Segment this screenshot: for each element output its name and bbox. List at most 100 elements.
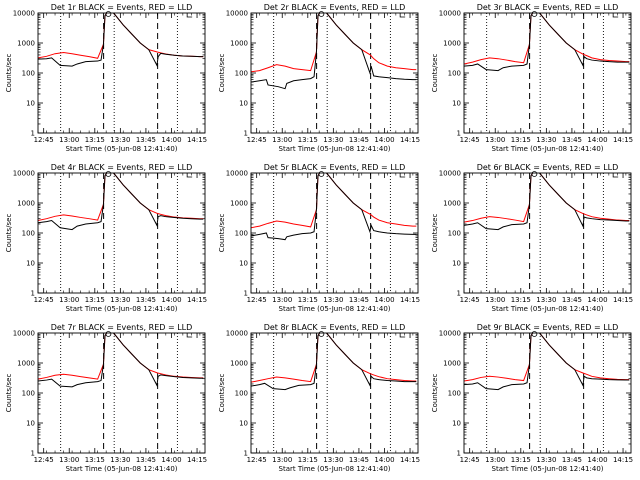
y-axis-ticks: 1 10 100 1000 10000 — [226, 10, 418, 138]
y-tick-label: 10000 — [439, 10, 461, 18]
y-tick-label: 100 — [235, 70, 248, 78]
x-tick-label: 13:15 — [85, 296, 105, 304]
plot-frame — [463, 332, 632, 454]
y-tick-label: 1 — [457, 450, 461, 458]
y-tick-label: 100 — [235, 390, 248, 398]
x-tick-label: 14:00 — [161, 136, 181, 144]
y-axis-ticks: 1 10 100 1000 10000 — [439, 10, 631, 138]
y-tick-label: 1 — [31, 130, 35, 138]
x-tick-label: 12:45 — [460, 296, 480, 304]
series-line-events — [464, 333, 630, 391]
x-tick-label: 13:30 — [536, 456, 556, 464]
panel-det-9: Det 9r BLACK = Events, RED = LLD Counts/s… — [431, 323, 633, 473]
y-tick-label: 1000 — [230, 360, 248, 368]
series-line-events — [251, 333, 417, 391]
saturation-marker-corner — [612, 173, 619, 178]
y-axis-label: Counts/sec — [218, 214, 226, 253]
x-tick-label: 13:00 — [59, 456, 79, 464]
x-tick-label: 13:30 — [323, 136, 343, 144]
x-tick-label: 14:15 — [613, 456, 633, 464]
panel-det-4: Det 4r BLACK = Events, RED = LLD Counts/s… — [5, 163, 207, 313]
y-tick-label: 10 — [239, 420, 248, 428]
x-tick-label: 13:30 — [536, 136, 556, 144]
plot-frame — [37, 332, 206, 454]
x-tick-label: 14:15 — [400, 456, 420, 464]
y-tick-label: 10 — [452, 260, 461, 268]
x-tick-label: 14:15 — [187, 136, 207, 144]
x-tick-label: 13:15 — [298, 136, 318, 144]
x-axis-label: Start Time (05-Jun-08 12:41:40) — [66, 465, 178, 473]
saturation-marker-corner — [186, 13, 193, 18]
x-tick-label: 12:45 — [460, 456, 480, 464]
x-tick-label: 14:00 — [587, 136, 607, 144]
x-tick-label: 13:45 — [562, 136, 582, 144]
y-tick-label: 100 — [235, 230, 248, 238]
x-tick-label: 14:00 — [374, 136, 394, 144]
y-tick-label: 1 — [244, 130, 248, 138]
x-tick-label: 14:15 — [400, 136, 420, 144]
x-tick-label: 12:45 — [34, 456, 54, 464]
x-tick-label: 14:00 — [374, 456, 394, 464]
x-tick-label: 13:45 — [136, 136, 156, 144]
x-axis-ticks: 12:45 13:00 13:15 13:30 13:45 14:00 14:15 — [460, 13, 633, 144]
y-tick-label: 100 — [22, 390, 35, 398]
y-tick-label: 100 — [448, 390, 461, 398]
y-tick-label: 100 — [22, 70, 35, 78]
series-line-lld — [464, 13, 630, 65]
y-tick-label: 1 — [457, 290, 461, 298]
x-tick-label: 13:15 — [85, 456, 105, 464]
y-tick-label: 10000 — [439, 330, 461, 338]
saturation-marker-corner — [186, 333, 193, 338]
series-line-events — [464, 173, 630, 231]
y-tick-label: 1000 — [443, 360, 461, 368]
panel-det-6: Det 6r BLACK = Events, RED = LLD Counts/s… — [431, 163, 633, 313]
x-axis-label: Start Time (05-Jun-08 12:41:40) — [66, 145, 178, 153]
y-tick-label: 1000 — [230, 40, 248, 48]
y-tick-label: 1000 — [230, 200, 248, 208]
x-tick-label: 13:00 — [485, 296, 505, 304]
panel-title: Det 2r BLACK = Events, RED = LLD — [264, 3, 406, 12]
y-tick-label: 10000 — [226, 170, 248, 178]
x-tick-label: 13:00 — [59, 136, 79, 144]
y-tick-label: 1000 — [443, 200, 461, 208]
x-tick-label: 13:30 — [323, 296, 343, 304]
x-tick-label: 13:15 — [85, 136, 105, 144]
x-tick-label: 13:30 — [323, 456, 343, 464]
x-axis-label: Start Time (05-Jun-08 12:41:40) — [492, 305, 604, 313]
x-tick-label: 12:45 — [34, 296, 54, 304]
y-tick-label: 1000 — [17, 200, 35, 208]
series-line-events — [38, 333, 204, 388]
panel-title: Det 1r BLACK = Events, RED = LLD — [51, 3, 193, 12]
plot-frame — [250, 12, 419, 134]
x-tick-label: 13:15 — [298, 456, 318, 464]
panel-det-7: Det 7r BLACK = Events, RED = LLD Counts/s… — [5, 323, 207, 473]
series-line-events — [38, 13, 204, 67]
y-tick-label: 10000 — [13, 330, 35, 338]
saturation-marker-corner — [399, 173, 406, 178]
panel-title: Det 7r BLACK = Events, RED = LLD — [51, 323, 193, 332]
y-tick-label: 10 — [26, 420, 35, 428]
x-tick-label: 14:00 — [161, 456, 181, 464]
y-tick-label: 1 — [244, 290, 248, 298]
series-line-lld — [251, 13, 417, 73]
y-tick-label: 10000 — [439, 170, 461, 178]
y-axis-label: Counts/sec — [5, 54, 13, 93]
x-tick-label: 13:45 — [562, 296, 582, 304]
series-line-events — [251, 173, 417, 241]
series-line-lld — [251, 173, 417, 229]
x-tick-label: 13:15 — [298, 296, 318, 304]
x-tick-label: 14:00 — [587, 456, 607, 464]
plot-frame — [250, 172, 419, 294]
panel-title: Det 8r BLACK = Events, RED = LLD — [264, 323, 406, 332]
y-tick-label: 10 — [452, 100, 461, 108]
x-tick-label: 13:30 — [110, 296, 130, 304]
y-axis-label: Counts/sec — [431, 374, 439, 413]
panel-title: Det 5r BLACK = Events, RED = LLD — [264, 163, 406, 172]
x-tick-label: 14:15 — [187, 456, 207, 464]
y-axis-label: Counts/sec — [218, 54, 226, 93]
x-tick-label: 13:30 — [110, 136, 130, 144]
y-tick-label: 10000 — [13, 10, 35, 18]
y-tick-label: 1 — [31, 290, 35, 298]
y-axis-label: Counts/sec — [431, 54, 439, 93]
